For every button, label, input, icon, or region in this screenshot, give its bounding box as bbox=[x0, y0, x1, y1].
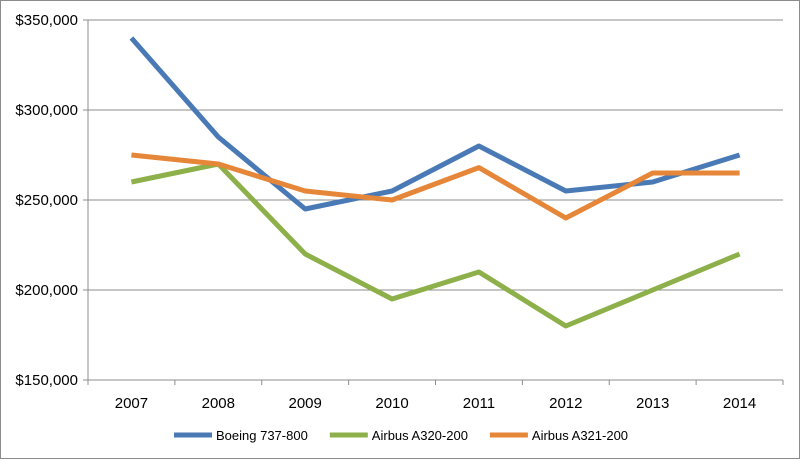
y-tick-label: $200,000 bbox=[15, 282, 78, 299]
legend-item: Airbus A321-200 bbox=[489, 428, 628, 443]
legend-item: Airbus A320-200 bbox=[329, 428, 468, 443]
y-tick-label: $300,000 bbox=[15, 102, 78, 119]
y-tick-label: $350,000 bbox=[15, 12, 78, 29]
x-tick-label: 2011 bbox=[463, 395, 495, 412]
x-tick-labels: 2007 2008 2009 2010 2011 2012 2013 2014 bbox=[115, 395, 757, 412]
series-lines bbox=[129, 36, 741, 329]
y-tick-labels: $150,000 $200,000 $250,000 $300,000 $350,000 bbox=[15, 12, 78, 389]
legend-label: Airbus A320-200 bbox=[372, 428, 468, 443]
axes bbox=[83, 19, 784, 385]
y-tick-label: $250,000 bbox=[15, 192, 78, 209]
x-tick-label: 2014 bbox=[723, 395, 756, 412]
gridlines bbox=[88, 19, 783, 291]
series-line-3 bbox=[131, 152, 740, 221]
legend-label: Airbus A321-200 bbox=[532, 428, 628, 443]
x-tick-label: 2013 bbox=[636, 395, 669, 412]
series-line-1 bbox=[129, 36, 741, 212]
x-tick-label: 2007 bbox=[115, 395, 148, 412]
x-tick-label: 2008 bbox=[202, 395, 235, 412]
y-tick-label: $150,000 bbox=[15, 372, 78, 389]
series-line-2 bbox=[130, 161, 741, 329]
x-tick-label: 2009 bbox=[289, 395, 322, 412]
legend-label: Boeing 737-800 bbox=[216, 428, 308, 443]
legend: Boeing 737-800 Airbus A320-200 Airbus A321… bbox=[174, 428, 628, 443]
x-tick-label: 2010 bbox=[375, 395, 408, 412]
x-tick-label: 2012 bbox=[549, 395, 582, 412]
legend-item: Boeing 737-800 bbox=[174, 428, 308, 443]
